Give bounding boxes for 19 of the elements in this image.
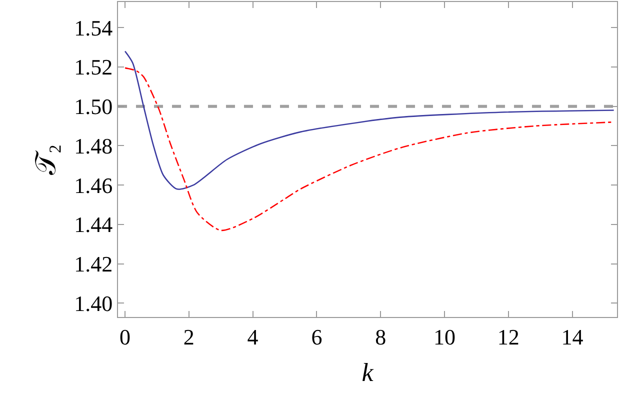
- y-tick-label: 1.48: [74, 133, 113, 158]
- x-tick-label: 2: [183, 324, 194, 350]
- x-tick-label: 14: [561, 324, 584, 350]
- x-tick-label: 8: [375, 324, 386, 350]
- x-tick-label: 6: [311, 324, 322, 350]
- x-tick-label: 12: [497, 324, 520, 350]
- y-tick-label: 1.46: [74, 172, 113, 198]
- x-axis-title: k: [362, 358, 374, 388]
- y-tick-label: 1.44: [74, 212, 113, 238]
- y-tick-label: 1.54: [74, 15, 113, 40]
- y-tick-label: 1.52: [74, 54, 113, 80]
- y-axis-title: 𝒯₂: [30, 144, 62, 175]
- y-tick-label: 1.50: [74, 94, 113, 120]
- x-tick-label: 10: [433, 324, 456, 350]
- x-tick-label: 0: [120, 324, 131, 350]
- y-tick-label: 1.42: [74, 252, 113, 277]
- y-tick-label: 1.40: [74, 290, 113, 316]
- line-series: [124, 50, 614, 190]
- x-tick-label: 4: [247, 324, 258, 350]
